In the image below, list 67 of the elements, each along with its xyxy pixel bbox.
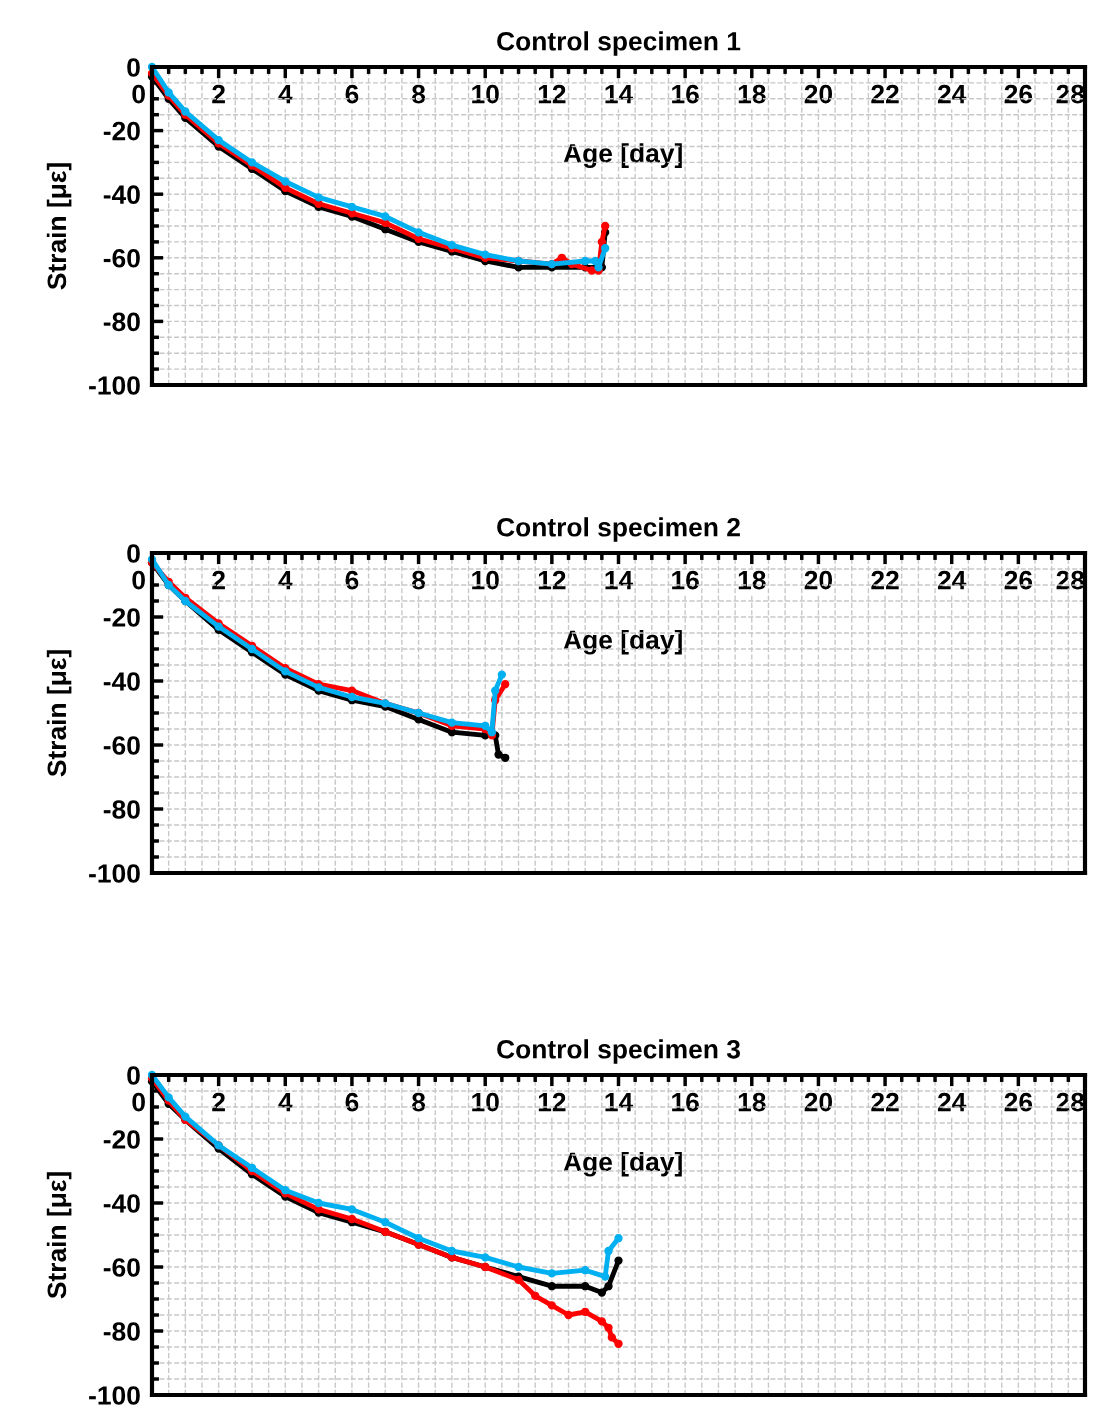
y-tick-label: -40: [103, 1194, 140, 1213]
y-axis-title: Strain [με]: [46, 650, 72, 777]
x-tick-label: 24: [937, 570, 967, 590]
x-tick-label: 4: [278, 571, 293, 590]
x-tick-label: 26: [1004, 84, 1033, 104]
y-tick-label: -40: [103, 672, 140, 691]
x-tick-label: 26: [1004, 570, 1033, 590]
y-tick-label: -20: [103, 608, 140, 627]
x-tick-label: 16: [672, 1092, 699, 1112]
y-tick-label: -80: [103, 1322, 140, 1341]
x-tick-label: 18: [738, 84, 766, 104]
y-tick-label: 0: [127, 544, 140, 563]
y-axis-title: Strain [με]: [46, 163, 72, 290]
x-tick-label: 2: [212, 84, 225, 104]
y-tick-label: 0: [127, 1066, 140, 1085]
y-tick-label: -20: [103, 121, 140, 141]
x-tick-label: 8: [412, 570, 426, 590]
y-tick-label: -100: [89, 376, 140, 395]
x-tick-label: 10: [472, 570, 499, 590]
x-tick-label: 28: [1056, 570, 1085, 590]
x-tick-label: 22: [871, 84, 899, 104]
y-axis-title: Strain [με]: [46, 1172, 72, 1299]
x-tick-label: 4: [278, 1093, 293, 1112]
x-tick-label: 6: [345, 570, 359, 590]
x-tick-label: 10: [472, 84, 499, 104]
y-tick-label: -100: [89, 1386, 140, 1405]
x-tick-label: 28: [1056, 1092, 1085, 1112]
chart-title: Control specimen 2: [497, 517, 740, 542]
x-tick-label: 14: [605, 571, 634, 590]
x-tick-label: 10: [472, 1092, 499, 1112]
x-axis-title: Age [day]: [563, 143, 682, 168]
x-tick-label: 8: [412, 84, 426, 104]
x-tick-label: 2: [212, 570, 225, 590]
x-tick-label: 16: [672, 570, 699, 590]
x-tick-label: 22: [871, 1092, 899, 1112]
x-tick-label: 16: [672, 84, 699, 104]
x-tick-label: 22: [871, 570, 899, 590]
x-tick-label: 12: [538, 84, 566, 104]
y-tick-label: 0: [127, 58, 140, 77]
y-tick-label: -60: [103, 248, 140, 268]
x-tick-label: 12: [538, 570, 566, 590]
y-tick-label: -60: [103, 736, 140, 755]
x-tick-label: 6: [345, 1092, 359, 1112]
x-tick-label: 24: [937, 84, 967, 104]
chart-title: Control specimen 3: [497, 1039, 740, 1064]
x-axis-title: Age [day]: [563, 1151, 682, 1177]
x-tick-label: 14: [605, 1093, 634, 1112]
y-tick-label: -100: [89, 864, 140, 883]
x-tick-label: 26: [1004, 1092, 1033, 1112]
y-tick-label: -80: [103, 800, 140, 819]
x-tick-label: 18: [738, 1092, 766, 1112]
y-tick-label: -60: [103, 1258, 140, 1277]
y-tick-label: -40: [103, 185, 140, 205]
x-tick-label: 14: [605, 85, 634, 104]
x-axis-title: Age [day]: [563, 629, 682, 655]
y-tick-label: -20: [103, 1130, 140, 1149]
x-tick-label: 20: [804, 570, 833, 590]
x-tick-label: 24: [937, 1092, 967, 1112]
x-tick-label: 6: [345, 84, 359, 104]
x-tick-label: 20: [804, 84, 833, 104]
x-tick-label: 20: [804, 1092, 833, 1112]
x-tick-label: 2: [212, 1092, 225, 1112]
x-tick-label: 12: [538, 1092, 566, 1112]
chart-title: Control specimen 1: [497, 31, 741, 56]
x-tick-label: 8: [412, 1092, 426, 1112]
x-tick-label: 18: [738, 570, 766, 590]
y-tick-label: -80: [103, 312, 140, 332]
